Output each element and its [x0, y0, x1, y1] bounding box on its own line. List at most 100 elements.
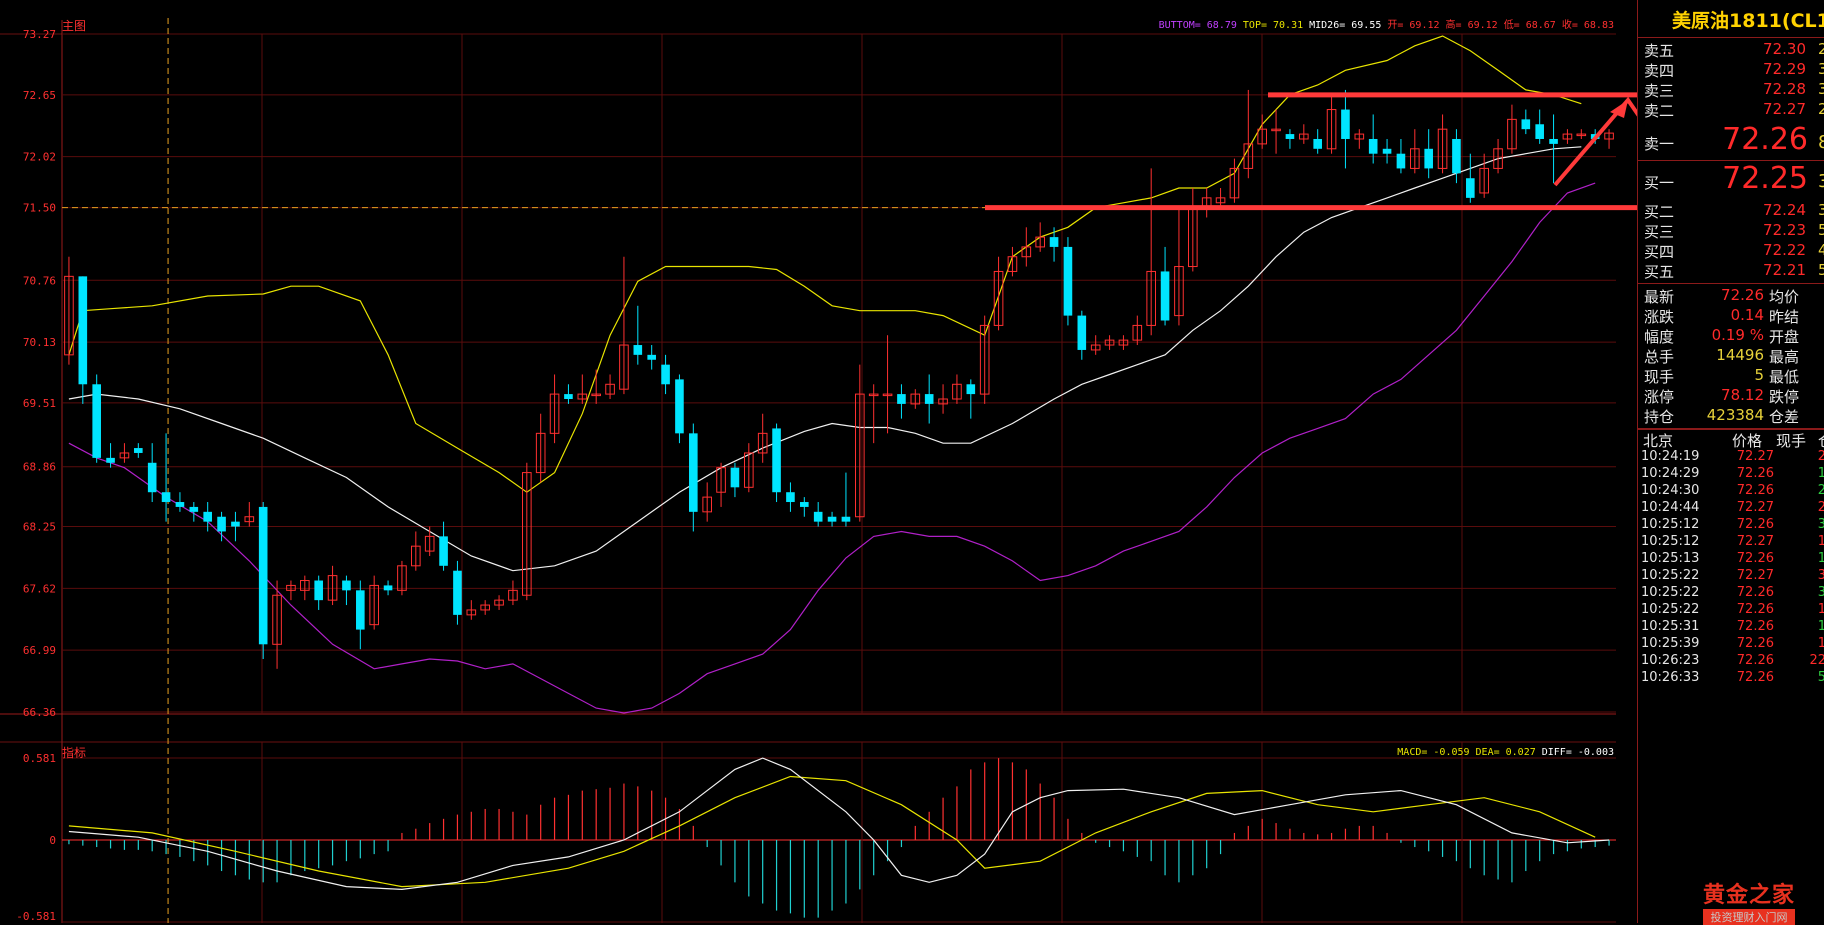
candle-body	[1257, 128, 1267, 145]
bid-level-4-row[interactable]: 买四 72.22 4	[1638, 241, 1824, 261]
trade-volume: 1	[1778, 534, 1824, 549]
candle-body	[689, 433, 698, 512]
trade-row[interactable]: 10:25:31 72.26 1	[1638, 619, 1824, 636]
ask-level-2-row[interactable]: 卖二 72.27 2	[1638, 100, 1824, 120]
trade-row[interactable]: 10:25:12 72.27 1	[1638, 534, 1824, 551]
trade-row[interactable]: 10:25:22 72.26 3	[1638, 585, 1824, 602]
candle-body	[882, 393, 893, 397]
candle-body	[1493, 148, 1503, 169]
stat-label: 现手	[1644, 368, 1675, 386]
boll-legend: BUTTOM= 68.79 TOP= 70.31 MID26= 69.55 开= 69…	[1159, 18, 1614, 31]
trade-row[interactable]: 10:24:44 72.27 2	[1638, 500, 1824, 517]
candle-body	[1354, 133, 1365, 140]
stat-row: 涨停 78.12 跌停	[1638, 386, 1824, 406]
logo-title: 黄金之家	[1703, 883, 1796, 908]
candle-body	[258, 506, 268, 645]
stat-label: 持仓	[1644, 408, 1675, 426]
trade-time: 10:25:22	[1641, 602, 1700, 617]
candle-body	[813, 511, 823, 522]
trade-row[interactable]: 10:24:29 72.26 1	[1638, 466, 1824, 483]
candle-body	[231, 521, 240, 527]
stat-label-2: 最低	[1769, 368, 1800, 386]
trade-time: 10:25:31	[1641, 619, 1700, 634]
trades-header-time: 北京	[1643, 432, 1674, 450]
arrow-head-icon	[1610, 100, 1628, 118]
trade-volume: 3	[1778, 517, 1824, 532]
candle-body	[619, 344, 629, 390]
ask-level-5-row[interactable]: 卖五 72.30 2	[1638, 40, 1824, 60]
bid-1-row[interactable]: 买一 72.25 3	[1638, 160, 1824, 199]
candle-body	[397, 565, 407, 591]
bid-level-2-row[interactable]: 买二 72.24 3	[1638, 201, 1824, 221]
y-tick-label: 71.50	[23, 202, 56, 215]
boll-lower-line	[68, 182, 1596, 714]
bid-1-label: 买一	[1644, 174, 1675, 192]
stat-value: 423384	[1706, 406, 1764, 424]
symbol-title: 美原油1811(CL18	[1638, 0, 1824, 38]
indicator-panel-label: 指标	[62, 745, 86, 760]
trade-row[interactable]: 10:25:22 72.27 3	[1638, 568, 1824, 585]
candle-body	[1341, 109, 1350, 139]
ask-level-4-price: 72.29	[1763, 60, 1806, 78]
bid-level-3-row[interactable]: 买三 72.23 5	[1638, 221, 1824, 241]
ask-level-4-row[interactable]: 卖四 72.29 3	[1638, 60, 1824, 80]
bid-level-4-label: 买四	[1644, 243, 1675, 261]
trade-volume: 2	[1778, 449, 1824, 464]
candle-body	[993, 270, 1004, 326]
bid-level-5-volume: 5	[1818, 261, 1824, 279]
trade-price: 72.26	[1736, 619, 1774, 634]
candle-body	[1063, 246, 1073, 316]
trade-volume: 2	[1778, 500, 1824, 515]
trade-volume: 1	[1778, 551, 1824, 566]
candle-body	[314, 580, 323, 601]
ask-level-3-label: 卖三	[1644, 82, 1675, 100]
trade-row[interactable]: 10:24:19 72.27 2	[1638, 449, 1824, 466]
bid-level-3-volume: 5	[1818, 221, 1824, 239]
stat-value: 78.12	[1721, 386, 1764, 404]
trade-row[interactable]: 10:25:22 72.26 1	[1638, 602, 1824, 619]
stat-row: 总手 14496 最高	[1638, 346, 1824, 366]
y-tick-label: 68.25	[23, 521, 56, 534]
trade-row[interactable]: 10:24:30 72.26 2	[1638, 483, 1824, 500]
candle-body	[300, 580, 310, 591]
stat-row: 持仓 423384 仓差	[1638, 406, 1824, 426]
candle-body	[1576, 133, 1587, 137]
candle-body	[411, 545, 421, 567]
bid-book: 买二 72.24 3 买三 72.23 5 买四 72.22 4 买五 72.21 5	[1638, 199, 1824, 284]
candle-body	[1243, 143, 1254, 169]
candle-body	[605, 383, 615, 395]
trade-row[interactable]: 10:26:23 72.26 22	[1638, 653, 1824, 670]
candle-body	[1174, 266, 1184, 317]
boll-legend-item: 开= 69.12	[1387, 20, 1439, 31]
trade-volume: 3	[1778, 568, 1824, 583]
trade-volume: 5	[1778, 670, 1824, 685]
ask-1-row[interactable]: 卖一 72.26 8	[1638, 122, 1824, 160]
candle-body	[1368, 138, 1378, 154]
trade-row[interactable]: 10:25:12 72.26 3	[1638, 517, 1824, 534]
boll-legend-item: MID26= 69.55	[1309, 20, 1381, 31]
candle-body	[1160, 271, 1170, 321]
trade-price: 72.26	[1736, 466, 1774, 481]
candle-body	[383, 585, 393, 591]
macd-tick-label: 0.581	[23, 752, 56, 765]
candle-body	[1604, 132, 1614, 140]
candle-body	[910, 393, 921, 405]
candle-body	[1424, 148, 1433, 169]
candlestick-chart[interactable]: 73.27 72.65 72.02 71.50 70.76 70.13 69.51 68.86…	[0, 0, 1637, 923]
candle-body	[161, 492, 171, 503]
trade-row[interactable]: 10:25:13 72.26 1	[1638, 551, 1824, 568]
trades-header-volume: 现手	[1776, 432, 1807, 450]
ask-level-3-row[interactable]: 卖三 72.28 3	[1638, 80, 1824, 100]
trade-time: 10:24:19	[1641, 449, 1700, 464]
annotation-arrow	[1553, 96, 1637, 187]
ask-level-3-volume: 3	[1818, 80, 1824, 98]
candle-body	[1326, 109, 1337, 150]
trade-row[interactable]: 10:25:39 72.26 1	[1638, 636, 1824, 653]
candle-body	[119, 452, 130, 459]
bid-level-5-row[interactable]: 买五 72.21 5	[1638, 261, 1824, 281]
trade-row[interactable]: 10:26:33 72.26 5	[1638, 670, 1824, 687]
bid-level-4-volume: 4	[1818, 241, 1824, 259]
candle-body	[577, 393, 588, 400]
bid-level-5-label: 买五	[1644, 263, 1675, 281]
trades-list[interactable]: 10:24:19 72.27 2 10:24:29 72.26 1 10:24:30 72.2…	[1638, 449, 1824, 687]
